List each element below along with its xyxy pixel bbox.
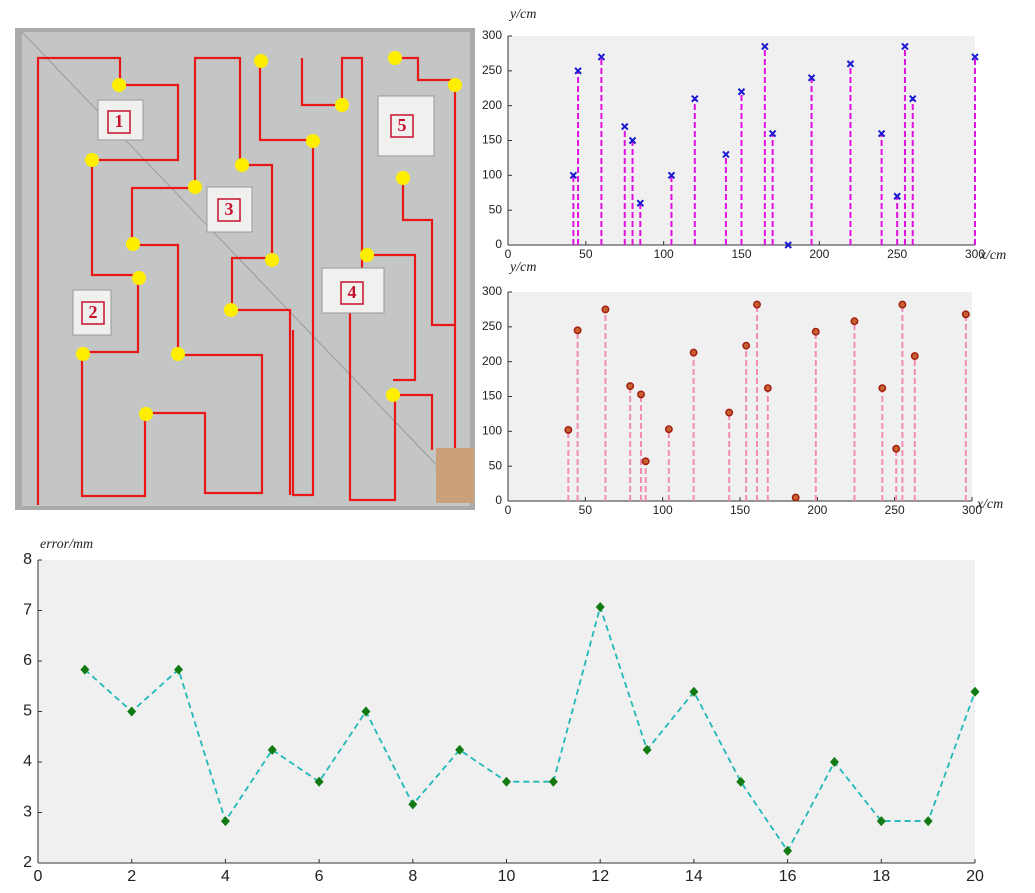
- x-tick-label: 250: [887, 247, 907, 261]
- marker: [893, 446, 899, 452]
- plot-area: [38, 560, 975, 863]
- marker: [574, 327, 580, 333]
- x-tick-label: 200: [807, 503, 827, 517]
- marker: [666, 426, 672, 432]
- waypoint: [139, 407, 153, 421]
- y-tick-label: 5: [23, 703, 32, 720]
- x-tick-label: 100: [654, 247, 674, 261]
- marker: [565, 427, 571, 433]
- waypoint: [396, 171, 410, 185]
- x-tick-label: 50: [579, 247, 593, 261]
- y-tick-label: 250: [482, 319, 502, 333]
- y-tick-label: 2: [23, 854, 32, 871]
- y-tick-label: 8: [23, 551, 32, 568]
- x-tick-label: 2: [127, 868, 136, 885]
- y-tick-label: 300: [482, 284, 502, 298]
- waypoint: [448, 78, 462, 92]
- y-tick-label: 3: [23, 804, 32, 821]
- x-tick-label: 14: [685, 868, 703, 885]
- x-tick-label: 150: [730, 503, 750, 517]
- x-tick-label: 18: [872, 868, 890, 885]
- y-tick-label: 150: [482, 389, 502, 403]
- robot: [436, 448, 474, 503]
- photo-label: 5: [398, 115, 407, 135]
- waypoint: [235, 158, 249, 172]
- y-tick-label: 4: [23, 753, 32, 770]
- x-tick-label: 0: [34, 868, 43, 885]
- y-tick-label: 200: [482, 354, 502, 368]
- figure: 1 2 3 4 5 05010015020025030005010: [0, 0, 1035, 893]
- y-tick-label: 100: [482, 424, 502, 438]
- waypoint: [254, 54, 268, 68]
- y-tick-label: 7: [23, 602, 32, 619]
- waypoint: [188, 180, 202, 194]
- marker: [963, 311, 969, 317]
- waypoint: [76, 347, 90, 361]
- y-tick-label: 150: [482, 133, 502, 147]
- x-tick-label: 16: [779, 868, 797, 885]
- y-tick-label: 250: [482, 63, 502, 77]
- marker: [638, 391, 644, 397]
- waypoint: [360, 248, 374, 262]
- marker: [792, 494, 798, 500]
- marker: [879, 385, 885, 391]
- x-tick-label: 200: [809, 247, 829, 261]
- photo-label: 2: [89, 302, 98, 322]
- waypoint: [112, 78, 126, 92]
- x-axis-label: x/cm: [976, 497, 1003, 512]
- x-tick-label: 8: [408, 868, 417, 885]
- x-tick-label: 12: [591, 868, 609, 885]
- y-axis-label: y/cm: [508, 260, 536, 275]
- photo-label: 3: [225, 199, 234, 219]
- y-tick-label: 200: [482, 98, 502, 112]
- waypoint: [388, 51, 402, 65]
- x-tick-label: 0: [505, 503, 512, 517]
- waypoint: [171, 347, 185, 361]
- marker: [627, 383, 633, 389]
- y-tick-label: 100: [482, 168, 502, 182]
- y-tick-label: 0: [495, 237, 502, 251]
- x-tick-label: 0: [505, 247, 512, 261]
- photo: 1 2 3 4 5: [15, 28, 475, 510]
- x-tick-label: 150: [731, 247, 751, 261]
- marker: [899, 301, 905, 307]
- x-tick-label: 20: [966, 868, 984, 885]
- y-axis-label: error/mm: [40, 537, 93, 552]
- x-tick-label: 6: [315, 868, 324, 885]
- marker: [642, 458, 648, 464]
- photo-label: 1: [115, 111, 124, 131]
- waypoint: [85, 153, 99, 167]
- waypoint: [132, 271, 146, 285]
- marker: [851, 318, 857, 324]
- x-tick-label: 250: [885, 503, 905, 517]
- y-tick-label: 50: [489, 202, 503, 216]
- marker: [690, 349, 696, 355]
- x-tick-label: 4: [221, 868, 230, 885]
- marker: [765, 385, 771, 391]
- waypoint: [335, 98, 349, 112]
- marker: [912, 353, 918, 359]
- waypoint: [306, 134, 320, 148]
- y-axis-label: y/cm: [508, 7, 536, 22]
- x-tick-label: 100: [653, 503, 673, 517]
- waypoint: [126, 237, 140, 251]
- y-tick-label: 300: [482, 28, 502, 42]
- x-axis-label: x/cm: [979, 248, 1006, 263]
- marker: [743, 342, 749, 348]
- waypoint: [386, 388, 400, 402]
- x-tick-label: 50: [579, 503, 593, 517]
- marker: [726, 409, 732, 415]
- y-tick-label: 0: [495, 493, 502, 507]
- marker: [754, 301, 760, 307]
- waypoint: [224, 303, 238, 317]
- x-tick-label: 10: [498, 868, 516, 885]
- y-tick-label: 6: [23, 652, 32, 669]
- photo-label: 4: [348, 282, 357, 302]
- marker: [602, 306, 608, 312]
- waypoint: [265, 253, 279, 267]
- marker: [813, 329, 819, 335]
- y-tick-label: 50: [489, 458, 503, 472]
